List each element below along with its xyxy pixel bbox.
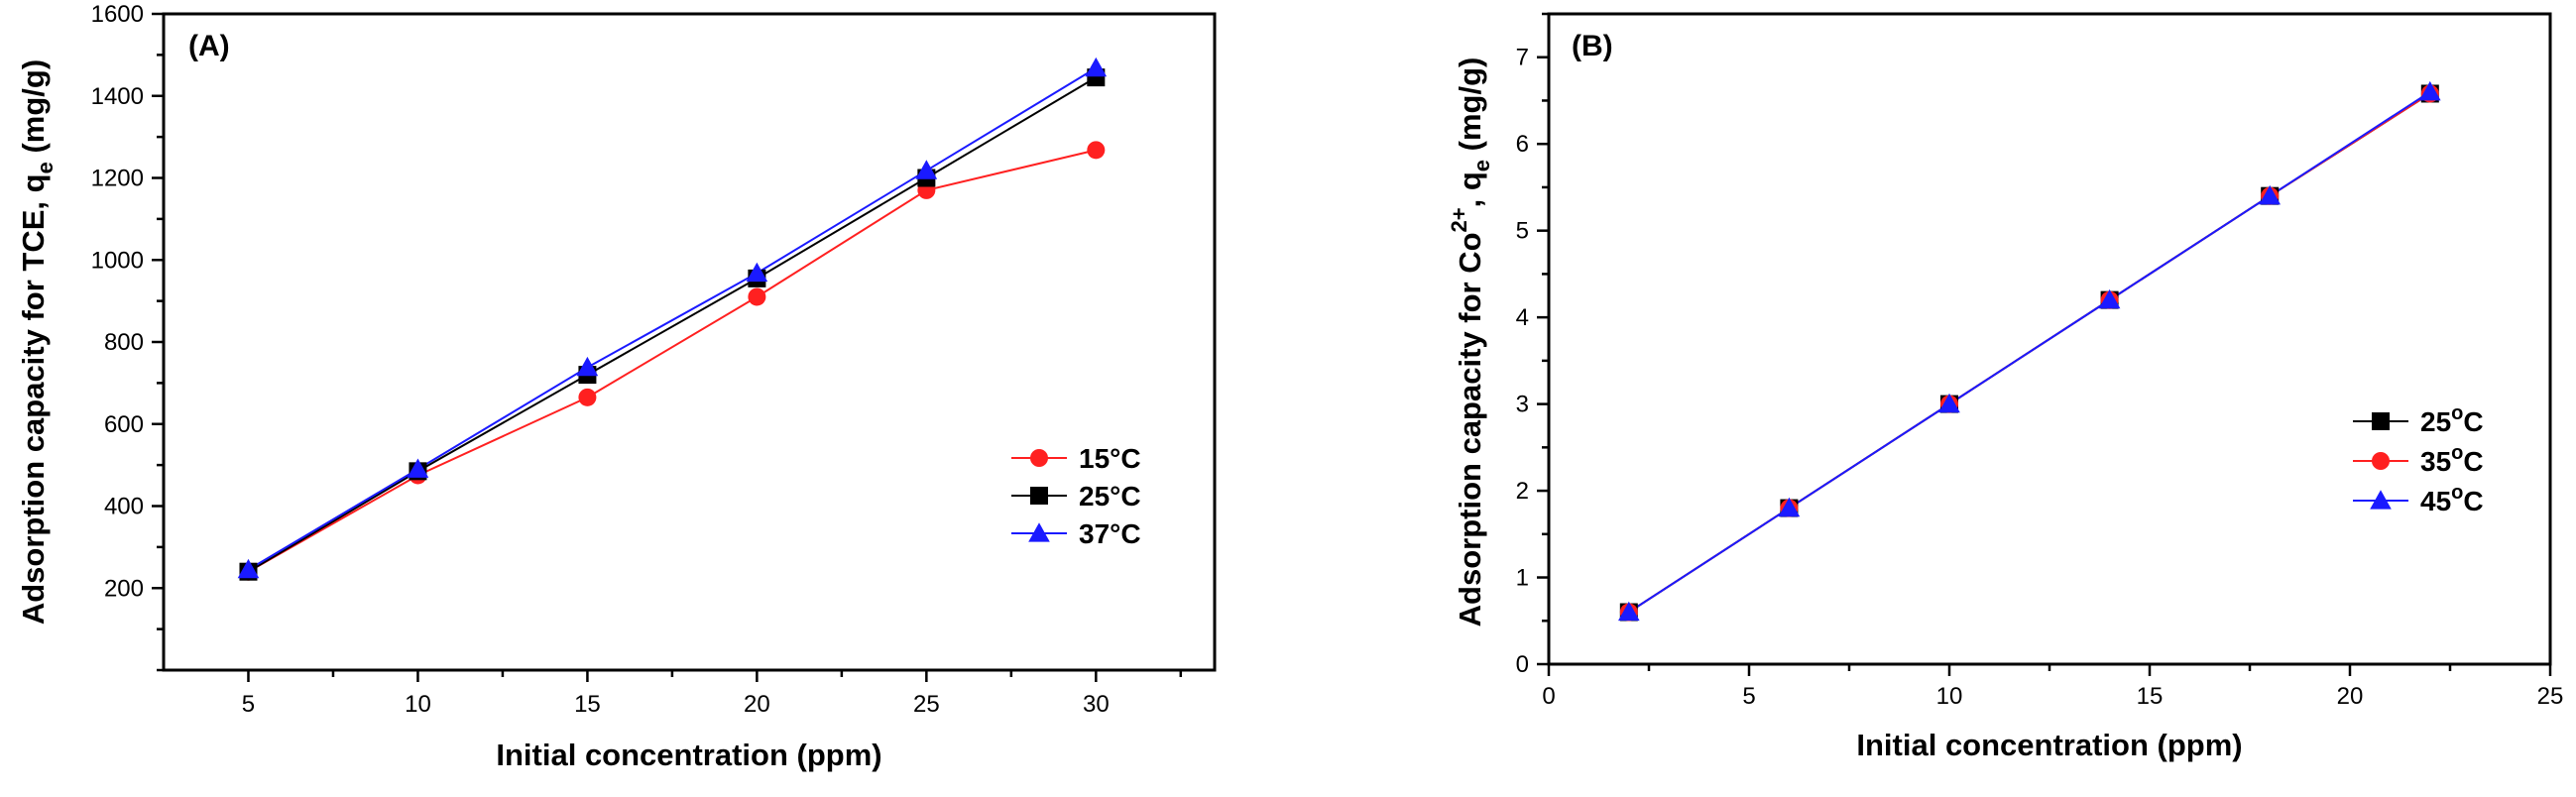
panel-b-data-point bbox=[2259, 184, 2281, 205]
panel-a-data-point bbox=[407, 458, 429, 478]
panel-a-x-tick-label: 20 bbox=[744, 691, 770, 718]
panel-a-y-tick-label: 1400 bbox=[91, 83, 144, 110]
panel-a-y-title-subscript: e bbox=[33, 162, 58, 173]
panel-a-y-tick-label: 600 bbox=[104, 411, 144, 438]
panel-b-x-tick-label: 0 bbox=[1542, 683, 1555, 710]
panel-a-y-tick-label: 400 bbox=[104, 494, 144, 520]
panel-b-data-point bbox=[2098, 288, 2121, 309]
panel-a-data-point bbox=[1085, 57, 1108, 77]
panel-b-x-tick-label: 25 bbox=[2537, 683, 2564, 710]
panel-a-y-tick-label: 1200 bbox=[91, 166, 144, 192]
panel-b-data-point bbox=[1938, 393, 1960, 413]
panel-a-legend-label: 25°C bbox=[1079, 481, 1141, 512]
panel-b-data-point bbox=[2419, 80, 2441, 101]
panel-b-x-tick-label: 10 bbox=[1936, 683, 1963, 710]
panel-b-series-line-2 bbox=[1628, 90, 2431, 614]
panel-a-y-tick-label: 200 bbox=[104, 575, 144, 602]
panel-b-label: (B) bbox=[1572, 30, 1613, 62]
panel-a-y-tick-label: 800 bbox=[104, 329, 144, 356]
panel-b-y-title-superscript: 2+ bbox=[1447, 207, 1471, 232]
panel-b-chart: (B) 0 5 10 15 20 25 0 1 2 3 4 5 6 7 Initial concentra… bbox=[1447, 12, 2564, 762]
panel-a-data-point bbox=[746, 262, 768, 283]
panel-b-axes: 0 5 10 15 20 25 0 1 2 3 4 5 6 7 bbox=[1516, 12, 2564, 710]
panel-a-data-point bbox=[576, 356, 599, 377]
panel-b-data-point bbox=[1778, 497, 1801, 517]
panel-b-y-title-unit: (mg/g) bbox=[1453, 57, 1487, 160]
panel-b-legend-marker bbox=[2370, 490, 2392, 510]
panel-b-legend-label: 45oC bbox=[2420, 482, 2484, 516]
panel-b-y-tick-label: 3 bbox=[1516, 392, 1529, 418]
panel-b-y-axis-title: Adsorption capacity for Co2+, qe (mg/g) bbox=[1447, 57, 1494, 627]
panel-a-data-point bbox=[237, 558, 260, 579]
panel-a-legend-marker bbox=[1030, 449, 1048, 467]
panel-a-plot-frame bbox=[162, 12, 1217, 672]
panel-a-x-tick-label: 5 bbox=[242, 691, 255, 718]
panel-b-x-tick-label: 20 bbox=[2337, 683, 2364, 710]
panel-a-data-point bbox=[748, 287, 766, 306]
panel-b-x-tick-label: 5 bbox=[1742, 683, 1755, 710]
panel-a-y-tick-label: 1000 bbox=[91, 247, 144, 274]
panel-b-legend-marker bbox=[2372, 452, 2390, 470]
panel-a-x-tick-label: 15 bbox=[574, 691, 601, 718]
panel-a-label: (A) bbox=[188, 30, 230, 62]
panel-a-series bbox=[237, 57, 1108, 581]
panel-a-y-title-main: Adsorption capacity for TCE, q bbox=[16, 173, 51, 625]
panel-a-x-tick-label: 25 bbox=[913, 691, 940, 718]
panel-a-y-tick-label: 1600 bbox=[91, 1, 144, 28]
panel-a-series-line-1 bbox=[247, 76, 1097, 573]
panel-b-y-tick-label: 5 bbox=[1516, 218, 1529, 245]
panel-a-y-title-unit: (mg/g) bbox=[16, 59, 51, 162]
panel-b-y-title-mid: , q bbox=[1453, 171, 1487, 207]
panel-a-legend-marker bbox=[1030, 487, 1048, 505]
panel-a-chart: (A) 5 10 15 20 25 30 200 400 600 800 1000 1200 1400 1… bbox=[16, 1, 1217, 772]
panel-a-x-tick-label: 30 bbox=[1083, 691, 1110, 718]
panel-b-x-tick-label: 15 bbox=[2137, 683, 2164, 710]
panel-b-series bbox=[1618, 80, 2441, 622]
panel-b-y-tick-label: 1 bbox=[1516, 565, 1529, 592]
panel-a-legend-marker bbox=[1028, 522, 1050, 542]
panel-b-y-tick-label: 2 bbox=[1516, 478, 1529, 505]
panel-a-legend-label: 37°C bbox=[1079, 518, 1141, 549]
panel-a-legend-label: 15°C bbox=[1079, 443, 1141, 474]
panel-a-data-point bbox=[915, 160, 938, 179]
panel-b-y-title-subscript: e bbox=[1469, 160, 1494, 171]
panel-a-y-axis-title: Adsorption capacity for TCE, qe (mg/g) bbox=[16, 59, 58, 625]
panel-b-data-point bbox=[1618, 601, 1640, 622]
panel-b-x-axis-title: Initial concentration (ppm) bbox=[1856, 728, 2242, 762]
panel-b-y-title-main: Adsorption capacity for Co bbox=[1453, 232, 1487, 626]
panel-a-axes: 5 10 15 20 25 30 200 400 600 800 1000 1200 1400 1600 bbox=[91, 1, 1183, 718]
panel-b-legend: 25oC 35oC 45oC bbox=[2353, 402, 2484, 516]
panel-b-y-tick-label: 4 bbox=[1516, 304, 1529, 331]
panel-a-x-axis-title: Initial concentration (ppm) bbox=[496, 738, 881, 772]
panel-a-data-point bbox=[1087, 141, 1106, 160]
panel-b-legend-label: 35oC bbox=[2420, 442, 2484, 477]
panel-a-legend: 15°C 25°C 37°C bbox=[1011, 443, 1141, 549]
panel-a-data-point bbox=[578, 388, 597, 406]
panel-b-y-tick-label: 7 bbox=[1516, 45, 1529, 71]
panel-b-y-tick-label: 0 bbox=[1516, 651, 1529, 678]
panel-a-series-line-2 bbox=[247, 66, 1097, 571]
panel-b-legend-marker bbox=[2372, 412, 2390, 430]
panel-a-x-tick-label: 10 bbox=[405, 691, 431, 718]
panel-a-series-line-0 bbox=[247, 149, 1097, 573]
panel-b-legend-label: 25oC bbox=[2420, 402, 2484, 437]
panel-b-y-tick-label: 6 bbox=[1516, 131, 1529, 158]
